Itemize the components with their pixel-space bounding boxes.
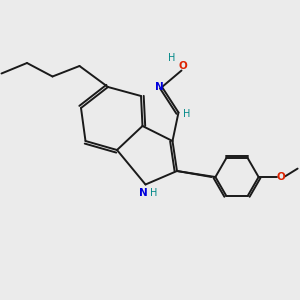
Text: H: H	[150, 188, 158, 198]
Text: H: H	[183, 109, 190, 119]
Text: N: N	[155, 82, 164, 92]
Text: H: H	[168, 53, 175, 63]
Text: O: O	[178, 61, 188, 71]
Text: O: O	[277, 172, 286, 182]
Text: N: N	[139, 188, 148, 198]
